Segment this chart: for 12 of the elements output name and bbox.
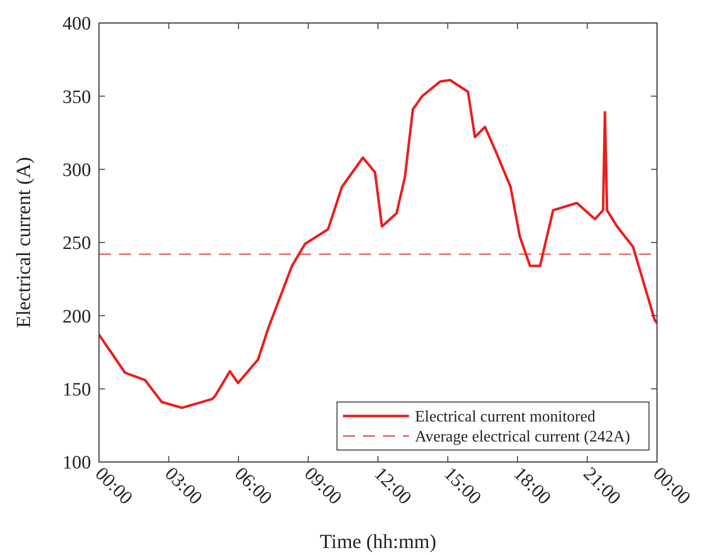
line-series: [99, 78, 657, 410]
y-tick-label: 300: [62, 160, 91, 181]
y-tick-label: 150: [62, 379, 91, 400]
y-tick-label: 400: [62, 14, 91, 35]
y-tick-label: 100: [62, 452, 91, 474]
y-axis-title: Electrical current (A): [13, 156, 35, 328]
y-tick-label: 250: [62, 233, 91, 254]
y-tick-label: 200: [62, 306, 91, 328]
legend-label: Electrical current monitored: [415, 408, 596, 426]
x-axis-title: Time (hh:mm): [320, 531, 436, 553]
y-tick-label: 350: [62, 86, 91, 108]
legend-label: Average electrical current (242A): [415, 428, 630, 446]
